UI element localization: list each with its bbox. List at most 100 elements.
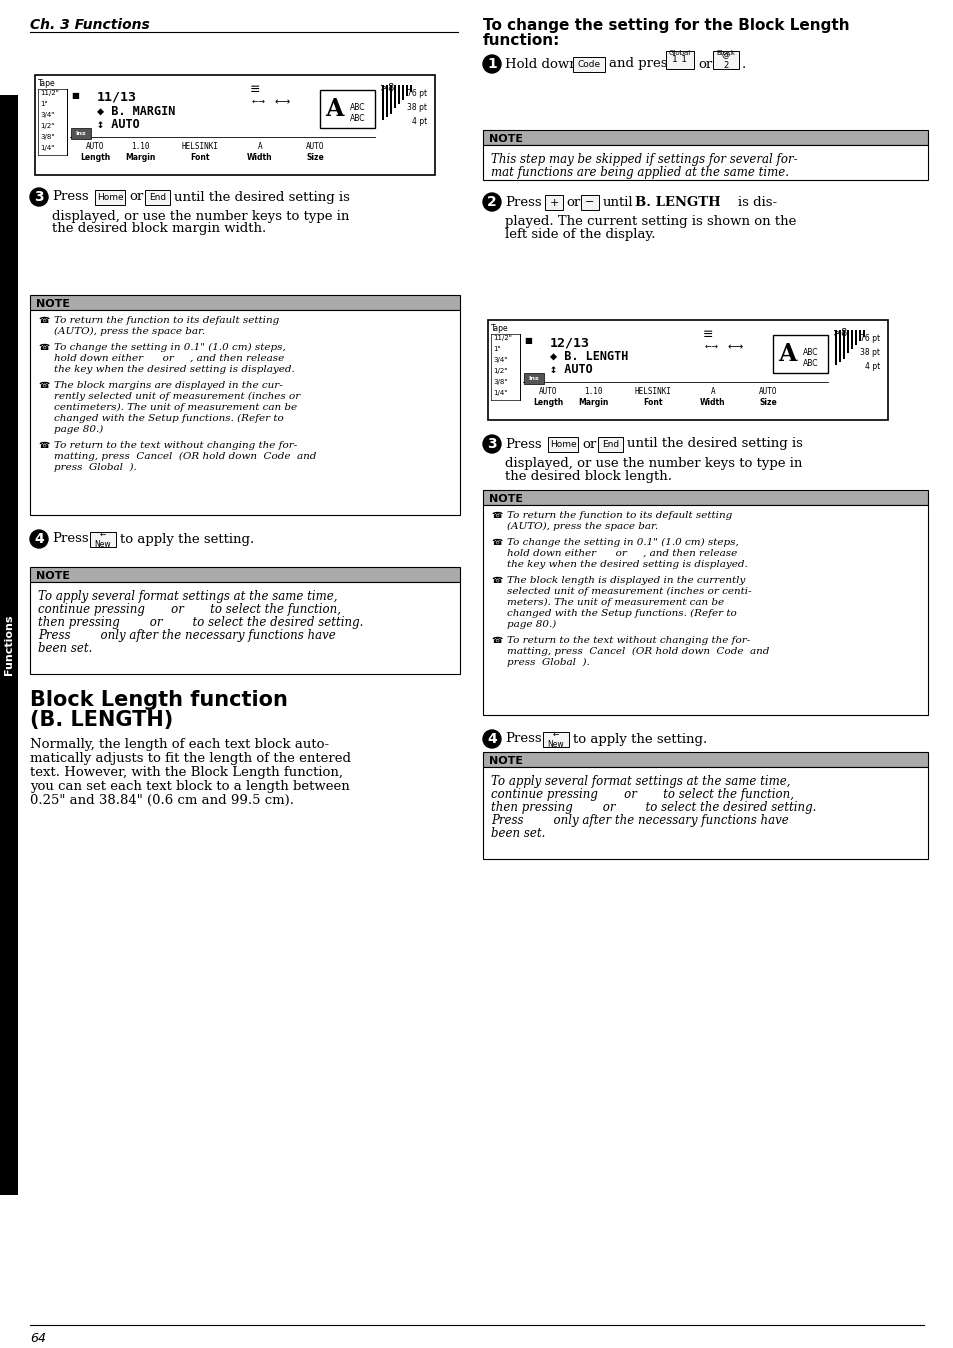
Text: ■: ■ (71, 92, 79, 100)
Text: rently selected unit of measurement (inches or: rently selected unit of measurement (inc… (54, 392, 300, 402)
Text: @
2: @ 2 (721, 50, 729, 70)
Text: .: . (741, 58, 745, 70)
Text: until: until (602, 195, 633, 209)
Bar (862, 330, 864, 337)
Text: Code: Code (577, 61, 600, 69)
Text: +: + (549, 198, 558, 208)
Text: 1/2": 1/2" (493, 368, 507, 373)
Text: ■: ■ (523, 336, 532, 345)
Text: ☎: ☎ (38, 441, 50, 450)
Bar (482, 129, 927, 146)
Text: ☎: ☎ (491, 636, 501, 644)
Text: or: or (698, 58, 712, 70)
Circle shape (482, 731, 500, 748)
Bar (410, 85, 412, 92)
Text: left side of the display.: left side of the display. (504, 228, 655, 241)
Text: NOTE: NOTE (489, 133, 522, 144)
Text: Ins: Ins (75, 131, 86, 136)
Text: matting, press  Cancel  (OR hold down  Code  and: matting, press Cancel (OR hold down Code… (54, 452, 316, 461)
Text: Press        only after the necessary functions have: Press only after the necessary functions… (38, 630, 335, 642)
Text: 3: 3 (34, 190, 44, 204)
Text: 11/13: 11/13 (97, 92, 137, 104)
Text: selected unit of measurement (inches or centi-: selected unit of measurement (inches or … (506, 586, 751, 596)
Bar (544, 195, 562, 210)
Text: ↕ AUTO: ↕ AUTO (97, 119, 139, 131)
Bar (482, 767, 927, 859)
Text: the key when the desired setting is displayed.: the key when the desired setting is disp… (506, 559, 747, 569)
Bar (665, 51, 693, 69)
Bar (390, 85, 392, 115)
Text: 4 pt: 4 pt (412, 117, 427, 125)
Text: HELSINKI: HELSINKI (181, 142, 218, 151)
Text: the desired block margin width.: the desired block margin width. (52, 222, 266, 235)
Text: 11/2": 11/2" (493, 336, 512, 341)
Text: until the desired setting is: until the desired setting is (173, 190, 350, 204)
Text: changed with the Setup functions. (Refer to: changed with the Setup functions. (Refer… (54, 414, 283, 423)
Bar (858, 330, 861, 341)
Text: Length: Length (80, 154, 110, 162)
Text: B. LENGTH: B. LENGTH (635, 195, 720, 209)
Text: 4: 4 (34, 532, 44, 546)
Text: Font: Font (190, 154, 210, 162)
Text: A: A (257, 142, 262, 151)
Text: −: − (585, 198, 594, 208)
Bar (95, 190, 125, 205)
Bar (542, 732, 568, 747)
Text: 3: 3 (487, 437, 497, 452)
Circle shape (482, 435, 500, 453)
Text: hold down either      or     , and then release: hold down either or , and then release (506, 549, 737, 558)
Text: is dis-: is dis- (738, 195, 777, 209)
Text: AUTO: AUTO (305, 142, 324, 151)
Text: ABC: ABC (802, 348, 818, 357)
Bar (482, 491, 927, 506)
Text: function:: function: (482, 32, 559, 49)
Text: or: or (581, 438, 596, 450)
Text: This step may be skipped if settings for several for-: This step may be skipped if settings for… (491, 154, 797, 166)
Text: hold down either      or     , and then release: hold down either or , and then release (54, 355, 284, 363)
Text: To change the setting for the Block Length: To change the setting for the Block Leng… (482, 18, 849, 32)
Text: Normally, the length of each text block auto-: Normally, the length of each text block … (30, 737, 329, 751)
Text: Global: Global (668, 50, 690, 57)
Text: ☎: ☎ (491, 511, 501, 520)
Text: to apply the setting.: to apply the setting. (120, 532, 254, 546)
Text: NOTE: NOTE (36, 299, 70, 309)
Bar (850, 330, 853, 349)
Text: continue pressing       or       to select the function,: continue pressing or to select the funct… (38, 603, 340, 616)
Text: Margin: Margin (125, 154, 155, 162)
Text: The block length is displayed in the currently: The block length is displayed in the cur… (506, 576, 744, 585)
Text: 64: 64 (30, 1332, 46, 1345)
Text: Width: Width (247, 154, 273, 162)
Text: press  Global  ).: press Global ). (506, 658, 589, 667)
Text: ABC: ABC (350, 102, 365, 112)
Bar (523, 373, 543, 384)
Text: Margin: Margin (578, 398, 608, 407)
Text: Size: Size (759, 398, 776, 407)
Text: ←→: ←→ (274, 97, 291, 106)
Text: Press        only after the necessary functions have: Press only after the necessary functions… (491, 814, 788, 828)
Bar (30, 568, 459, 582)
Text: ☎: ☎ (38, 381, 50, 390)
Text: Home: Home (96, 193, 123, 202)
Text: displayed, or use the number keys to type in: displayed, or use the number keys to typ… (52, 210, 349, 222)
Bar (35, 75, 435, 175)
Text: Font: Font (642, 398, 662, 407)
Text: 1/4": 1/4" (493, 390, 507, 396)
Text: ☎: ☎ (491, 576, 501, 585)
Text: ☎: ☎ (38, 315, 50, 325)
Bar (842, 330, 844, 359)
Text: text. However, with the Block Length function,: text. However, with the Block Length fun… (30, 766, 343, 779)
Text: >8: >8 (379, 84, 394, 93)
Text: (B. LENGTH): (B. LENGTH) (30, 710, 173, 731)
Bar (482, 752, 927, 767)
Text: 1/4": 1/4" (40, 146, 54, 151)
Text: 1": 1" (40, 101, 48, 106)
Text: ↕ AUTO: ↕ AUTO (550, 363, 592, 376)
Text: HELSINKI: HELSINKI (634, 387, 671, 396)
Text: To return the function to its default setting: To return the function to its default se… (506, 511, 732, 520)
Text: To change the setting in 0.1" (1.0 cm) steps,: To change the setting in 0.1" (1.0 cm) s… (54, 342, 286, 352)
Text: 1/2": 1/2" (40, 123, 54, 129)
Bar (712, 51, 739, 69)
Text: 4 pt: 4 pt (863, 363, 879, 371)
Bar (0, 94, 18, 1194)
Text: meters). The unit of measurement can be: meters). The unit of measurement can be (506, 599, 723, 607)
